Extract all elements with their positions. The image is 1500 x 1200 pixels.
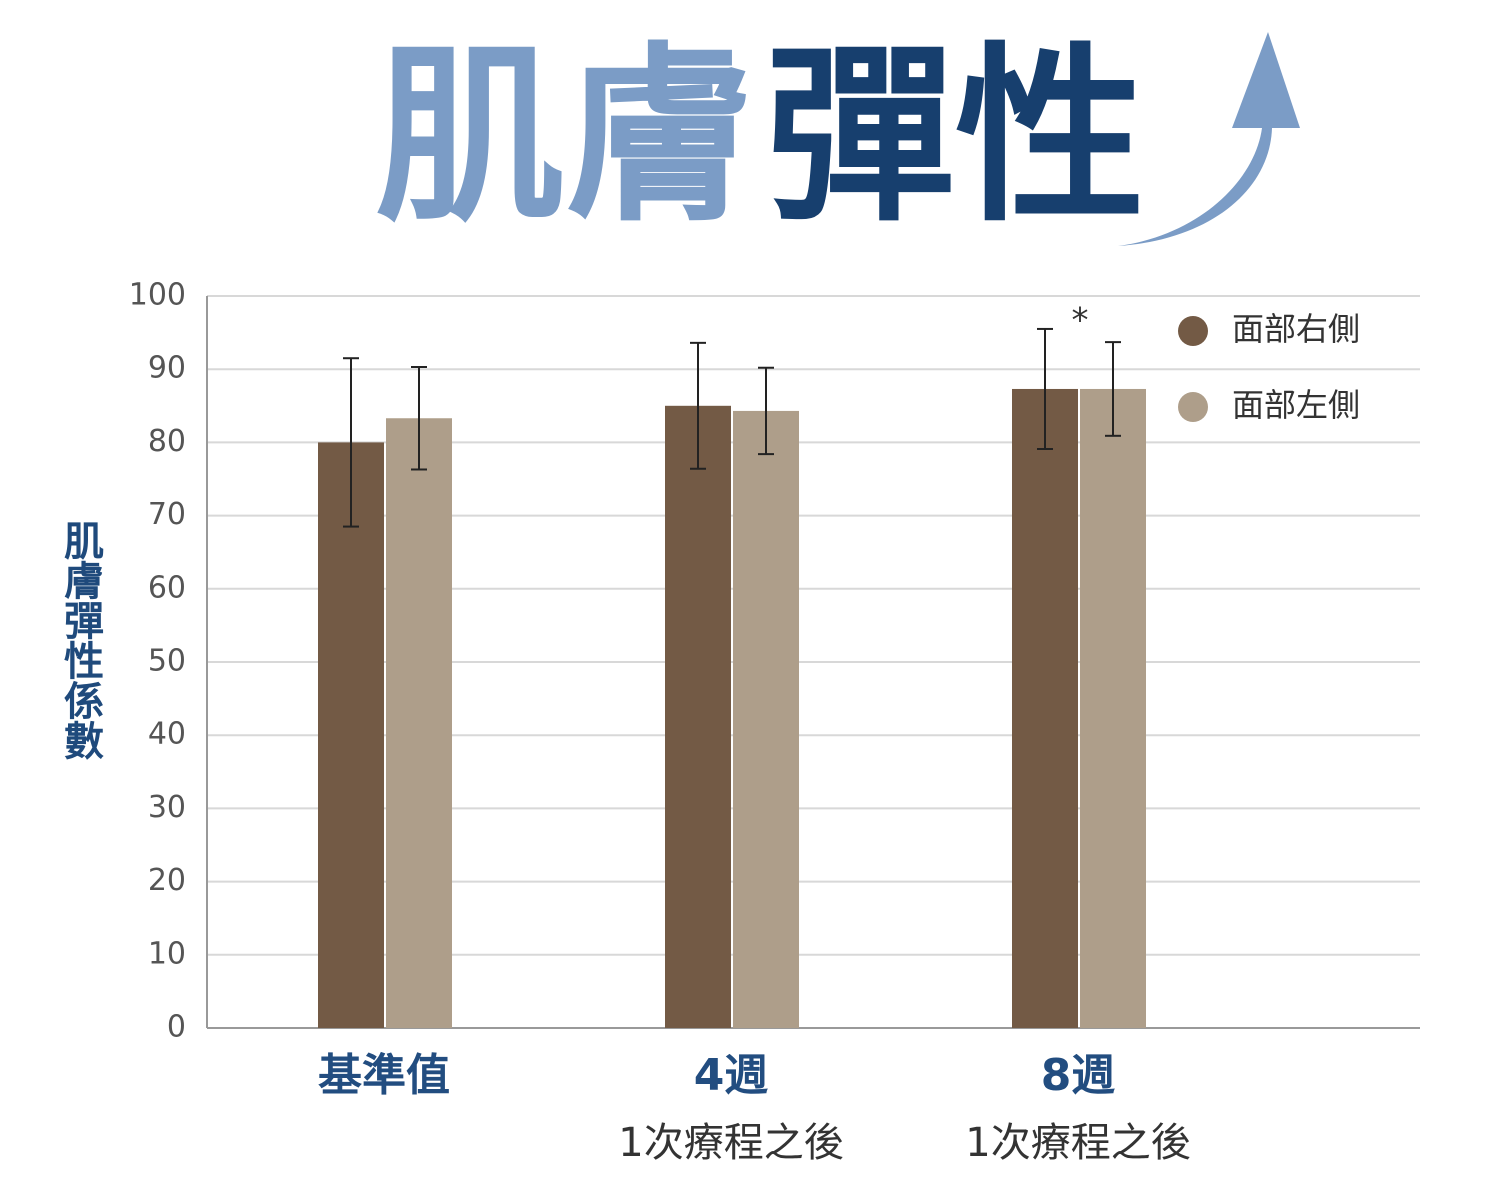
bar xyxy=(1012,388,1078,1028)
y-axis-label: 肌膚彈性係數 xyxy=(57,520,104,761)
x-tick-label: 4週 xyxy=(694,1050,769,1101)
x-tick-sublabel: 1次療程之後 xyxy=(965,1120,1190,1166)
title-arrow xyxy=(1118,32,1300,246)
bar xyxy=(318,442,384,1028)
y-tick-label: 20 xyxy=(148,863,186,898)
legend-marker xyxy=(1178,392,1208,422)
y-tick-label: 100 xyxy=(129,278,186,313)
y-tick-label: 80 xyxy=(148,424,186,459)
y-tick-label: 30 xyxy=(148,790,186,825)
legend-label: 面部左側 xyxy=(1232,386,1360,424)
annotation: * xyxy=(1072,301,1089,341)
legend-marker xyxy=(1178,316,1208,346)
chart-title-part: 彈性 xyxy=(765,26,1145,247)
x-tick-label: 8週 xyxy=(1041,1050,1116,1101)
y-tick-label: 10 xyxy=(148,936,186,971)
error-bar xyxy=(411,366,427,471)
legend-label: 面部右側 xyxy=(1232,310,1360,348)
x-tick-sublabel: 1次療程之後 xyxy=(618,1120,843,1166)
chart-title-part: 肌膚 xyxy=(375,26,755,247)
bar xyxy=(386,418,452,1028)
y-tick-label: 90 xyxy=(148,351,186,386)
error-bar xyxy=(1037,327,1053,450)
y-tick-label: 70 xyxy=(148,497,186,532)
x-tick-label: 基準值 xyxy=(318,1050,450,1101)
error-bar xyxy=(343,357,359,528)
bar xyxy=(665,405,731,1028)
y-tick-label: 0 xyxy=(167,1010,186,1045)
error-bar xyxy=(1105,341,1121,437)
error-bar xyxy=(690,341,706,470)
error-bar xyxy=(758,366,774,456)
y-tick-label: 50 xyxy=(148,644,186,679)
y-tick-label: 60 xyxy=(148,570,186,605)
bar xyxy=(733,410,799,1028)
y-tick-label: 40 xyxy=(148,717,186,752)
bar xyxy=(1080,388,1146,1028)
